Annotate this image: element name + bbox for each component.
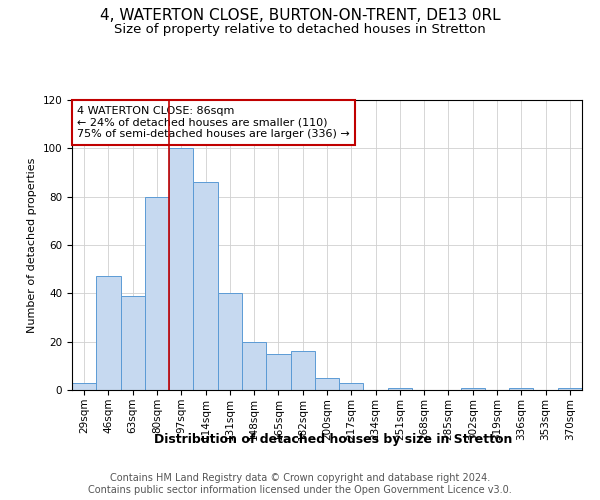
Bar [558, 388, 582, 390]
Bar [339, 383, 364, 390]
Bar [509, 388, 533, 390]
Text: Size of property relative to detached houses in Stretton: Size of property relative to detached ho… [114, 22, 486, 36]
Text: Contains HM Land Registry data © Crown copyright and database right 2024.
Contai: Contains HM Land Registry data © Crown c… [88, 474, 512, 495]
Bar [242, 342, 266, 390]
Text: 4, WATERTON CLOSE, BURTON-ON-TRENT, DE13 0RL: 4, WATERTON CLOSE, BURTON-ON-TRENT, DE13… [100, 8, 500, 22]
Text: Distribution of detached houses by size in Stretton: Distribution of detached houses by size … [154, 432, 512, 446]
Bar [169, 148, 193, 390]
Bar [218, 294, 242, 390]
Bar [121, 296, 145, 390]
Y-axis label: Number of detached properties: Number of detached properties [27, 158, 37, 332]
Bar [145, 196, 169, 390]
Bar [290, 352, 315, 390]
Bar [193, 182, 218, 390]
Bar [266, 354, 290, 390]
Bar [72, 383, 96, 390]
Bar [315, 378, 339, 390]
Bar [461, 388, 485, 390]
Text: 4 WATERTON CLOSE: 86sqm
← 24% of detached houses are smaller (110)
75% of semi-d: 4 WATERTON CLOSE: 86sqm ← 24% of detache… [77, 106, 350, 139]
Bar [388, 388, 412, 390]
Bar [96, 276, 121, 390]
